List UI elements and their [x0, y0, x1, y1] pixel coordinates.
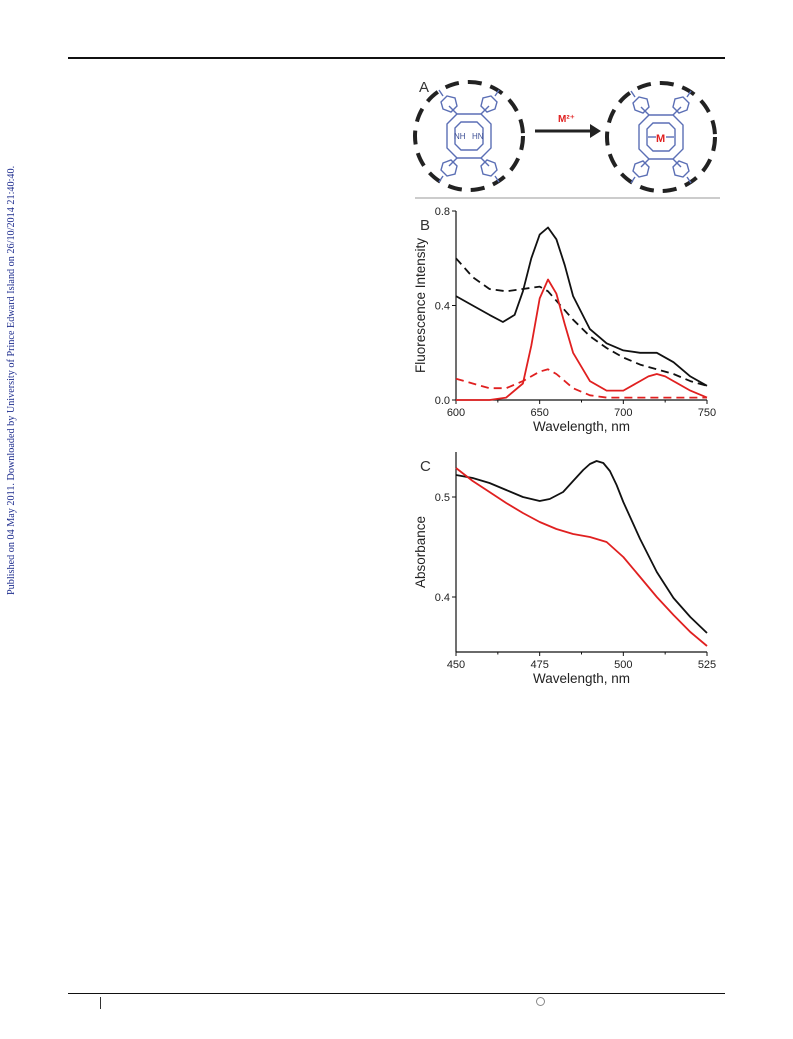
metal-center-label: M	[656, 133, 665, 145]
chart-c-series-line-2	[455, 467, 708, 647]
chart-c: 450 475 500 525 0.4 0.5 Wavelength, nm Absorban…	[413, 452, 716, 686]
nanoparticle-left-boundary	[413, 80, 525, 192]
chart-c-x-tick-label: 500	[614, 659, 632, 671]
chart-b-series-line-2	[455, 257, 708, 387]
porphyrin-metalated-icon	[630, 90, 692, 184]
hn-label: HN	[472, 132, 484, 141]
porphyrin-free-base-icon	[438, 89, 500, 183]
chart-b-x-tick-label: 750	[698, 407, 716, 419]
header-rule	[68, 57, 725, 59]
panel-b-letter: B	[420, 217, 430, 234]
chart-c-y-tick-label: 0.4	[435, 592, 450, 604]
panel-c-letter: C	[420, 458, 431, 475]
reaction-arrow	[535, 124, 601, 138]
chart-c-x-tick-label: 525	[698, 659, 716, 671]
chart-b-x-tick-label: 600	[447, 407, 465, 419]
chart-c-x-axis-label: Wavelength, nm	[533, 671, 630, 686]
panel-a-letter: A	[419, 79, 429, 96]
footer-circle-icon	[536, 997, 545, 1006]
nh-label: NH	[454, 132, 466, 141]
chart-b-series-line-3	[456, 278, 708, 401]
metal-ion-label: M²⁺	[558, 114, 575, 125]
chart-c-y-tick-label: 0.5	[435, 492, 450, 504]
chart-b-y-tick-label: 0.8	[435, 206, 450, 218]
chart-b-y-axis-label: Fluorescence Intensity	[413, 238, 428, 373]
chart-b-x-tick-label: 650	[530, 407, 548, 419]
chart-c-x-tick-label: 475	[530, 659, 548, 671]
chart-b-y-tick-label: 0.4	[435, 301, 450, 313]
chart-b-y-tick-label: 0.0	[435, 395, 450, 407]
chart-b-x-tick-label: 700	[614, 407, 632, 419]
footer-rule	[68, 993, 725, 994]
chart-c-series-line-1	[455, 460, 708, 634]
chart-b-series-line-4	[455, 368, 707, 399]
chart-b-x-axis-label: Wavelength, nm	[533, 419, 630, 434]
chart-b-series-line-1	[455, 226, 708, 387]
footer-divider	[100, 997, 101, 1009]
panel-a-scheme: A NH HN M²⁺	[413, 79, 720, 199]
chart-c-y-axis-label: Absorbance	[413, 516, 428, 588]
chart-c-x-tick-label: 450	[447, 659, 465, 671]
chart-b: 600 650 700 750 0.0 0.4 0.8 Wavelength, nm Fluor…	[413, 206, 716, 434]
nanoparticle-right-boundary	[605, 81, 717, 193]
